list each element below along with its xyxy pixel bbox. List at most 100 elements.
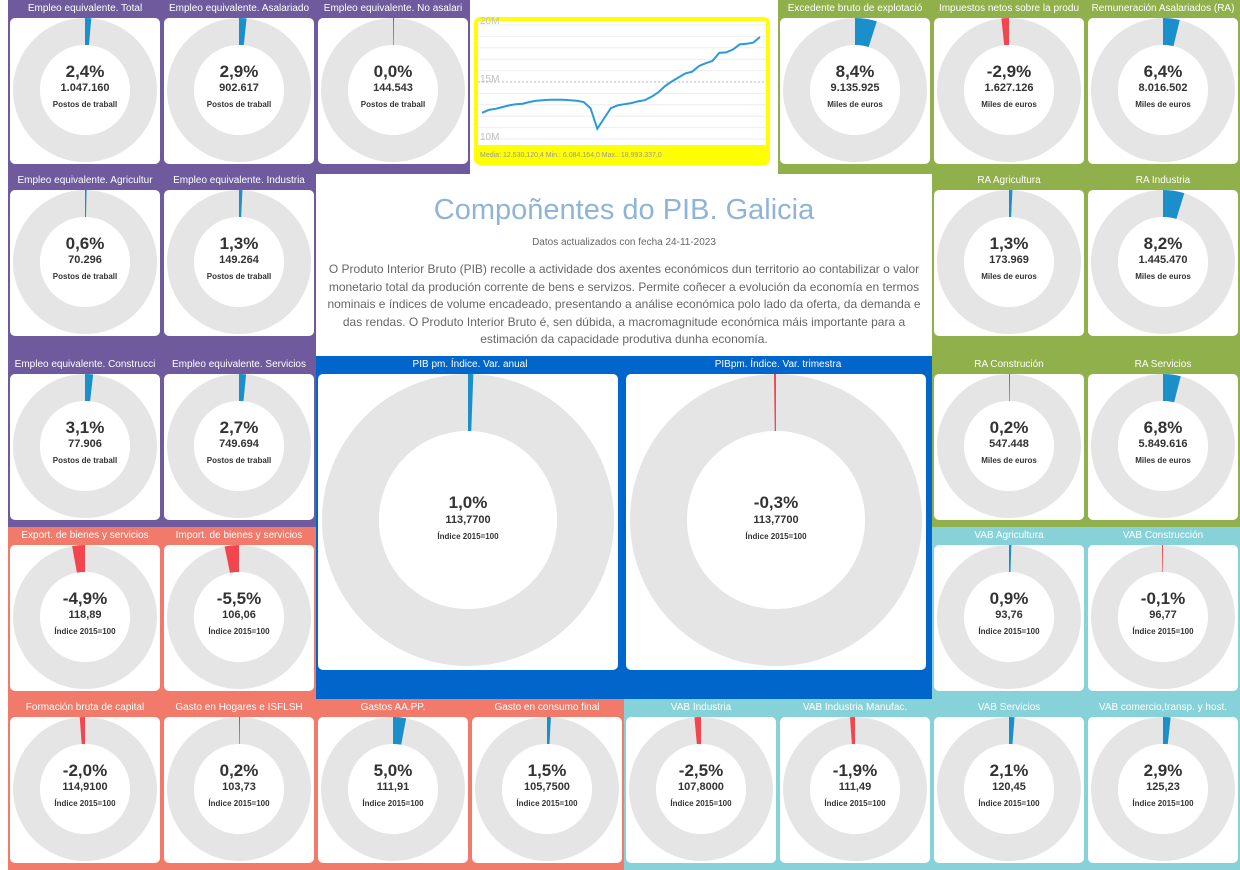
donut-gauge [13,374,157,518]
gauge-title: Empleo equivalente. No asalari [323,3,463,14]
gauge-unit: Índice 2015=100 [978,799,1040,808]
gauge-card[interactable]: 2,9% 902.617 Postos de traball [164,18,314,164]
gauge-empleo-servicios[interactable]: Empleo equivalente. Servicios 2,7% 749.694… [162,356,316,528]
gauge-gastos-aapp[interactable]: Gastos AA.PP. 5,0% 111,91 Índice 2015=100 [316,699,470,870]
gauge-percent: 5,0% [373,761,413,780]
gauge-gasto-hogares[interactable]: Gasto en Hogares e ISFLSH 0,2% 103,73 Índic… [162,699,316,870]
gauge-card[interactable]: 8,4% 9.135.925 Miles de euros [780,18,930,164]
gauge-card[interactable]: 1,0% 113,7700 Índice 2015=100 [318,374,618,670]
gauge-value: 96,77 [1149,609,1177,621]
gauge-hole [964,744,1054,834]
gauge-title: Import. de bienes y servicios [175,530,303,541]
gauge-percent: 6,4% [1143,62,1183,81]
gauge-ra-industria[interactable]: RA Industria 8,2% 1.445.470 Miles de euros [1086,172,1240,344]
gauge-value-arc [393,18,395,46]
gauge-card[interactable]: -2,9% 1.627.126 Miles de euros [934,18,1084,164]
gauge-hole [964,45,1054,135]
gauge-value-arc [85,18,92,46]
gauge-empleo-industria[interactable]: Empleo equivalente. Industria 1,3% 149.264… [162,172,316,344]
gauge-percent: 3,1% [65,418,105,437]
gauge-gasto-consumo-final[interactable]: Gasto en consumo final 1,5% 105,7500 Índice… [470,699,624,870]
gauge-card[interactable]: -2,5% 107,8000 Índice 2015=100 [626,717,776,863]
gauge-card[interactable]: 0,9% 93,76 Índice 2015=100 [934,545,1084,691]
donut-gauge [167,374,311,518]
gauge-percent: 0,6% [65,234,105,253]
gauge-empleo-no-asalariado[interactable]: Empleo equivalente. No asalari 0,0% 144.54… [316,0,470,172]
gauge-unit: Miles de euros [981,100,1037,109]
gauge-vab-agricultura[interactable]: VAB Agricultura 0,9% 93,76 Índice 2015=100 [932,527,1086,699]
donut-gauge [629,717,773,861]
gauge-ra-agricultura[interactable]: RA Agricultura 1,3% 173.969 Miles de euros [932,172,1086,344]
gauge-card[interactable]: 2,1% 120,45 Índice 2015=100 [934,717,1084,863]
gauge-formacion-bruta-capital[interactable]: Formación bruta de capital -2,0% 114,9100 Í… [8,699,162,870]
gauge-card[interactable]: 2,4% 1.047.160 Postos de traball [10,18,160,164]
gauge-percent: -5,5% [216,589,262,608]
gauge-card[interactable]: 5,0% 111,91 Índice 2015=100 [318,717,468,863]
gauge-excedente-bruto[interactable]: Excedente bruto de explotació 8,4% 9.135.9… [778,0,932,172]
gauge-impuestos-netos[interactable]: Impuestos netos sobre la produ -2,9% 1.627… [932,0,1086,172]
gauge-empleo-asalariado[interactable]: Empleo equivalente. Asalariado 2,9% 902.61… [162,0,316,172]
gauge-card[interactable]: 2,9% 125,23 Índice 2015=100 [1088,717,1238,863]
donut-gauge [937,374,1081,518]
gauge-card[interactable]: -0,3% 113,7700 Índice 2015=100 [626,374,926,670]
gauge-value-arc [1009,374,1011,402]
gauge-card[interactable]: 1,5% 105,7500 Índice 2015=100 [472,717,622,863]
gauge-pib-var-trimestral[interactable]: PIBpm. Índice. Var. trimestra -0,3% 113,77… [624,356,932,672]
gauge-card[interactable]: -4,9% 118,89 Índice 2015=100 [10,545,160,691]
gauge-vab-industria[interactable]: VAB Industria -2,5% 107,8000 Índice 2015=10… [624,699,778,870]
gauge-value-arc [468,374,474,432]
gauge-value: 1.445.470 [1138,254,1188,266]
gauge-value: 113,7700 [445,514,491,526]
gauge-empleo-total[interactable]: Empleo equivalente. Total 2,4% 1.047.160 Po… [8,0,162,172]
gauge-hole [40,401,130,491]
gauge-value-arc [855,18,877,48]
gauge-empleo-agricultura[interactable]: Empleo equivalente. Agricultur 0,6% 70.296… [8,172,162,344]
gauge-hole [40,744,130,834]
gauge-percent: 0,0% [373,62,413,81]
gauge-unit: Índice 2015=100 [362,799,424,808]
gauge-card[interactable]: 0,2% 547.448 Miles de euros [934,374,1084,520]
gauge-card[interactable]: 0,0% 144.543 Postos de traball [318,18,468,164]
gauge-value: 902.617 [219,82,259,94]
gauge-importaciones[interactable]: Import. de bienes y servicios -5,5% 106,06… [162,527,316,699]
donut-gauge [167,18,311,162]
gauge-vab-servicios[interactable]: VAB Servicios 2,1% 120,45 Índice 2015=100 [932,699,1086,870]
gauge-hole [1118,45,1208,135]
gauge-percent: -2,9% [986,62,1032,81]
trend-chart[interactable]: 20M 15M 10M Media: 12.530.120,4 Min.: 6.… [474,17,770,165]
gauge-card[interactable]: 1,3% 149.264 Postos de traball [164,190,314,336]
gauge-card[interactable]: 6,8% 5.849.616 Miles de euros [1088,374,1238,520]
gauge-pib-var-anual[interactable]: PIB pm. Índice. Var. anual 1,0% 113,7700 Ín… [316,356,624,672]
gauge-card[interactable]: 2,7% 749.694 Postos de traball [164,374,314,520]
gauge-exportaciones[interactable]: Export. de bienes y servicios -4,9% 118,89… [8,527,162,699]
gauge-card[interactable]: 8,2% 1.445.470 Miles de euros [1088,190,1238,336]
gauge-card[interactable]: 0,6% 70.296 Postos de traball [10,190,160,336]
donut-gauge [937,18,1081,162]
gauge-ra-construccion[interactable]: RA Construción 0,2% 547.448 Miles de euros [932,356,1086,528]
gauge-empleo-construccion[interactable]: Empleo equivalente. Construcci 3,1% 77.906… [8,356,162,528]
gauge-hole [194,572,284,662]
gauge-card[interactable]: -5,5% 106,06 Índice 2015=100 [164,545,314,691]
gauge-title: RA Agricultura [977,175,1041,186]
gauge-card[interactable]: 0,2% 103,73 Índice 2015=100 [164,717,314,863]
donut-gauge [13,18,157,162]
gauge-card[interactable]: 6,4% 8.016.502 Miles de euros [1088,18,1238,164]
gauge-vab-comercio[interactable]: VAB comercio,transp. y host. 2,9% 125,23 Ín… [1086,699,1240,870]
gauge-card[interactable]: -0,1% 96,77 Índice 2015=100 [1088,545,1238,691]
gauge-card[interactable]: -1,9% 111,49 Índice 2015=100 [780,717,930,863]
gauge-ra-servicios[interactable]: RA Servicios 6,8% 5.849.616 Miles de euros [1086,356,1240,528]
trend-plot-area[interactable] [478,21,766,145]
gauge-vab-industria-manufac[interactable]: VAB Industria Manufac. -1,9% 111,49 Índice … [778,699,932,870]
gauge-value-arc [239,374,247,402]
gauge-title: Remuneración Asalariados (RA) [1091,3,1235,14]
gauge-remuneracion-asalariados[interactable]: Remuneración Asalariados (RA) 6,4% 8.016.5… [1086,0,1240,172]
gauge-card[interactable]: -2,0% 114,9100 Índice 2015=100 [10,717,160,863]
gauge-vab-construccion[interactable]: VAB Construcción -0,1% 96,77 Índice 2015=10… [1086,527,1240,699]
donut-gauge [167,545,311,689]
gauge-hole [964,401,1054,491]
gauge-unit: Miles de euros [1135,456,1191,465]
gauge-card[interactable]: 3,1% 77.906 Postos de traball [10,374,160,520]
gauge-value: 547.448 [989,438,1029,450]
gauge-value-arc [547,717,551,745]
gauge-card[interactable]: 1,3% 173.969 Miles de euros [934,190,1084,336]
